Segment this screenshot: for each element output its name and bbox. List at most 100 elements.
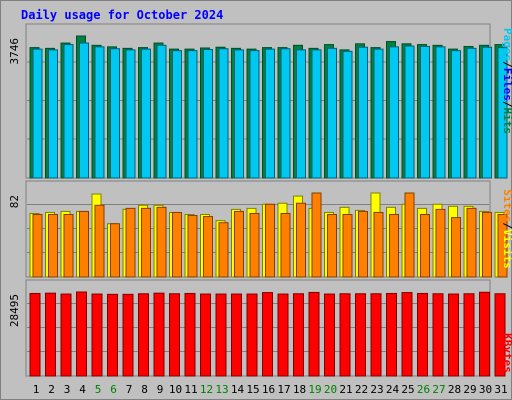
x-tick-label: 8 — [141, 383, 148, 396]
bar-kbytes-day-19 — [308, 291, 320, 377]
bar-files-day-28 — [451, 50, 461, 179]
legend-pages-files-hits-part: / — [501, 101, 512, 108]
bar-sites-day-19 — [311, 192, 322, 278]
x-tick-label: 22 — [355, 383, 368, 396]
bar-kbytes-day-17 — [277, 293, 289, 377]
bar-sites-day-11 — [187, 215, 198, 278]
bar-sites-day-5 — [94, 204, 105, 278]
bar-sites-day-24 — [389, 214, 399, 278]
bar-sites-day-6 — [110, 223, 120, 278]
bar-sites-day-30 — [482, 211, 492, 278]
bar-files-day-19 — [311, 49, 322, 179]
bar-kbytes-day-28 — [448, 293, 459, 377]
legend-pages-files-hits-part: Files — [501, 68, 512, 101]
bar-sites-day-23 — [373, 211, 384, 278]
legend-kbytes: KBytes — [501, 333, 512, 373]
bar-kbytes-day-31 — [494, 293, 506, 377]
x-tick-label: 20 — [324, 383, 337, 396]
bar-kbytes-day-14 — [231, 293, 242, 377]
x-tick-label: 7 — [126, 383, 133, 396]
bar-files-day-3 — [63, 44, 74, 179]
x-tick-label: 29 — [463, 383, 476, 396]
bar-sites-day-12 — [203, 216, 213, 278]
bar-kbytes-day-20 — [324, 293, 335, 377]
x-tick-label: 11 — [184, 383, 197, 396]
bar-kbytes-day-2 — [45, 292, 56, 377]
x-tick-label: 15 — [246, 383, 259, 396]
bar-kbytes-day-27 — [432, 293, 444, 377]
bar-files-day-20 — [327, 47, 337, 179]
legend-sites-visits-part: / — [501, 222, 512, 229]
bar-sites-day-22 — [358, 210, 368, 278]
bar-sites-day-18 — [296, 202, 306, 278]
bar-files-day-17 — [280, 48, 291, 179]
y-tick-label: 28495 — [8, 294, 21, 327]
bar-files-day-5 — [94, 46, 105, 179]
legend-pages-files-hits-part: Pages — [501, 28, 512, 61]
x-tick-label: 31 — [494, 383, 507, 396]
bar-kbytes-day-11 — [184, 292, 196, 377]
bar-files-day-16 — [265, 48, 275, 179]
bar-files-day-7 — [125, 49, 136, 179]
x-tick-label: 19 — [308, 383, 321, 396]
bar-sites-day-16 — [265, 203, 275, 278]
bar-kbytes-day-25 — [401, 292, 413, 377]
x-tick-label: 3 — [64, 383, 71, 396]
bar-sites-day-28 — [451, 217, 461, 278]
bar-kbytes-day-7 — [122, 293, 134, 377]
bar-files-day-2 — [48, 49, 58, 179]
bar-sites-day-3 — [63, 214, 74, 278]
y-tick-label: 82 — [8, 195, 21, 208]
x-tick-label: 27 — [432, 383, 445, 396]
bar-sites-day-9 — [156, 206, 167, 278]
bar-files-day-18 — [296, 49, 306, 179]
bar-files-day-21 — [342, 50, 353, 179]
bar-files-day-12 — [203, 48, 213, 179]
x-tick-label: 17 — [277, 383, 290, 396]
bar-kbytes-day-8 — [138, 293, 149, 377]
x-tick-label: 12 — [200, 383, 213, 396]
x-tick-label: 2 — [48, 383, 55, 396]
bar-sites-day-20 — [327, 214, 337, 278]
bar-sites-day-8 — [141, 207, 151, 278]
x-tick-label: 13 — [215, 383, 228, 396]
bar-files-day-23 — [373, 48, 384, 179]
bar-sites-day-1 — [32, 214, 43, 278]
bar-kbytes-day-9 — [153, 292, 165, 377]
bar-files-day-22 — [358, 46, 368, 179]
bar-kbytes-day-24 — [386, 292, 397, 377]
bar-files-day-31 — [497, 47, 508, 179]
bar-kbytes-day-29 — [463, 293, 475, 377]
bar-sites-day-21 — [342, 214, 353, 278]
chart-title: Daily usage for October 2024 — [21, 8, 223, 22]
x-tick-label: 10 — [169, 383, 182, 396]
x-tick-label: 30 — [479, 383, 492, 396]
bar-kbytes-day-21 — [339, 293, 351, 377]
bar-sites-day-7 — [125, 207, 136, 278]
x-tick-label: 9 — [157, 383, 164, 396]
bar-kbytes-day-13 — [215, 293, 227, 377]
x-tick-label: 23 — [370, 383, 383, 396]
bar-kbytes-day-6 — [107, 293, 118, 377]
bar-sites-day-29 — [466, 207, 477, 278]
x-tick-label: 25 — [401, 383, 414, 396]
x-tick-label: 5 — [95, 383, 102, 396]
bar-files-day-14 — [234, 49, 244, 179]
bar-sites-day-31 — [497, 214, 508, 278]
bar-kbytes-day-5 — [91, 293, 103, 377]
bar-files-day-1 — [32, 48, 43, 179]
bar-kbytes-day-23 — [370, 293, 382, 377]
bar-kbytes-day-3 — [60, 293, 72, 377]
bar-sites-day-17 — [280, 212, 291, 278]
bar-sites-day-25 — [404, 192, 415, 278]
legend-kbytes-part: KBytes — [501, 333, 512, 373]
bar-files-day-13 — [218, 48, 229, 179]
bar-files-day-8 — [141, 48, 151, 179]
bar-kbytes-day-4 — [76, 291, 87, 377]
bar-sites-day-27 — [435, 208, 446, 278]
legend-sites-visits-part: Visits — [501, 229, 512, 269]
bar-files-day-6 — [110, 48, 120, 179]
bar-files-day-15 — [249, 50, 260, 179]
